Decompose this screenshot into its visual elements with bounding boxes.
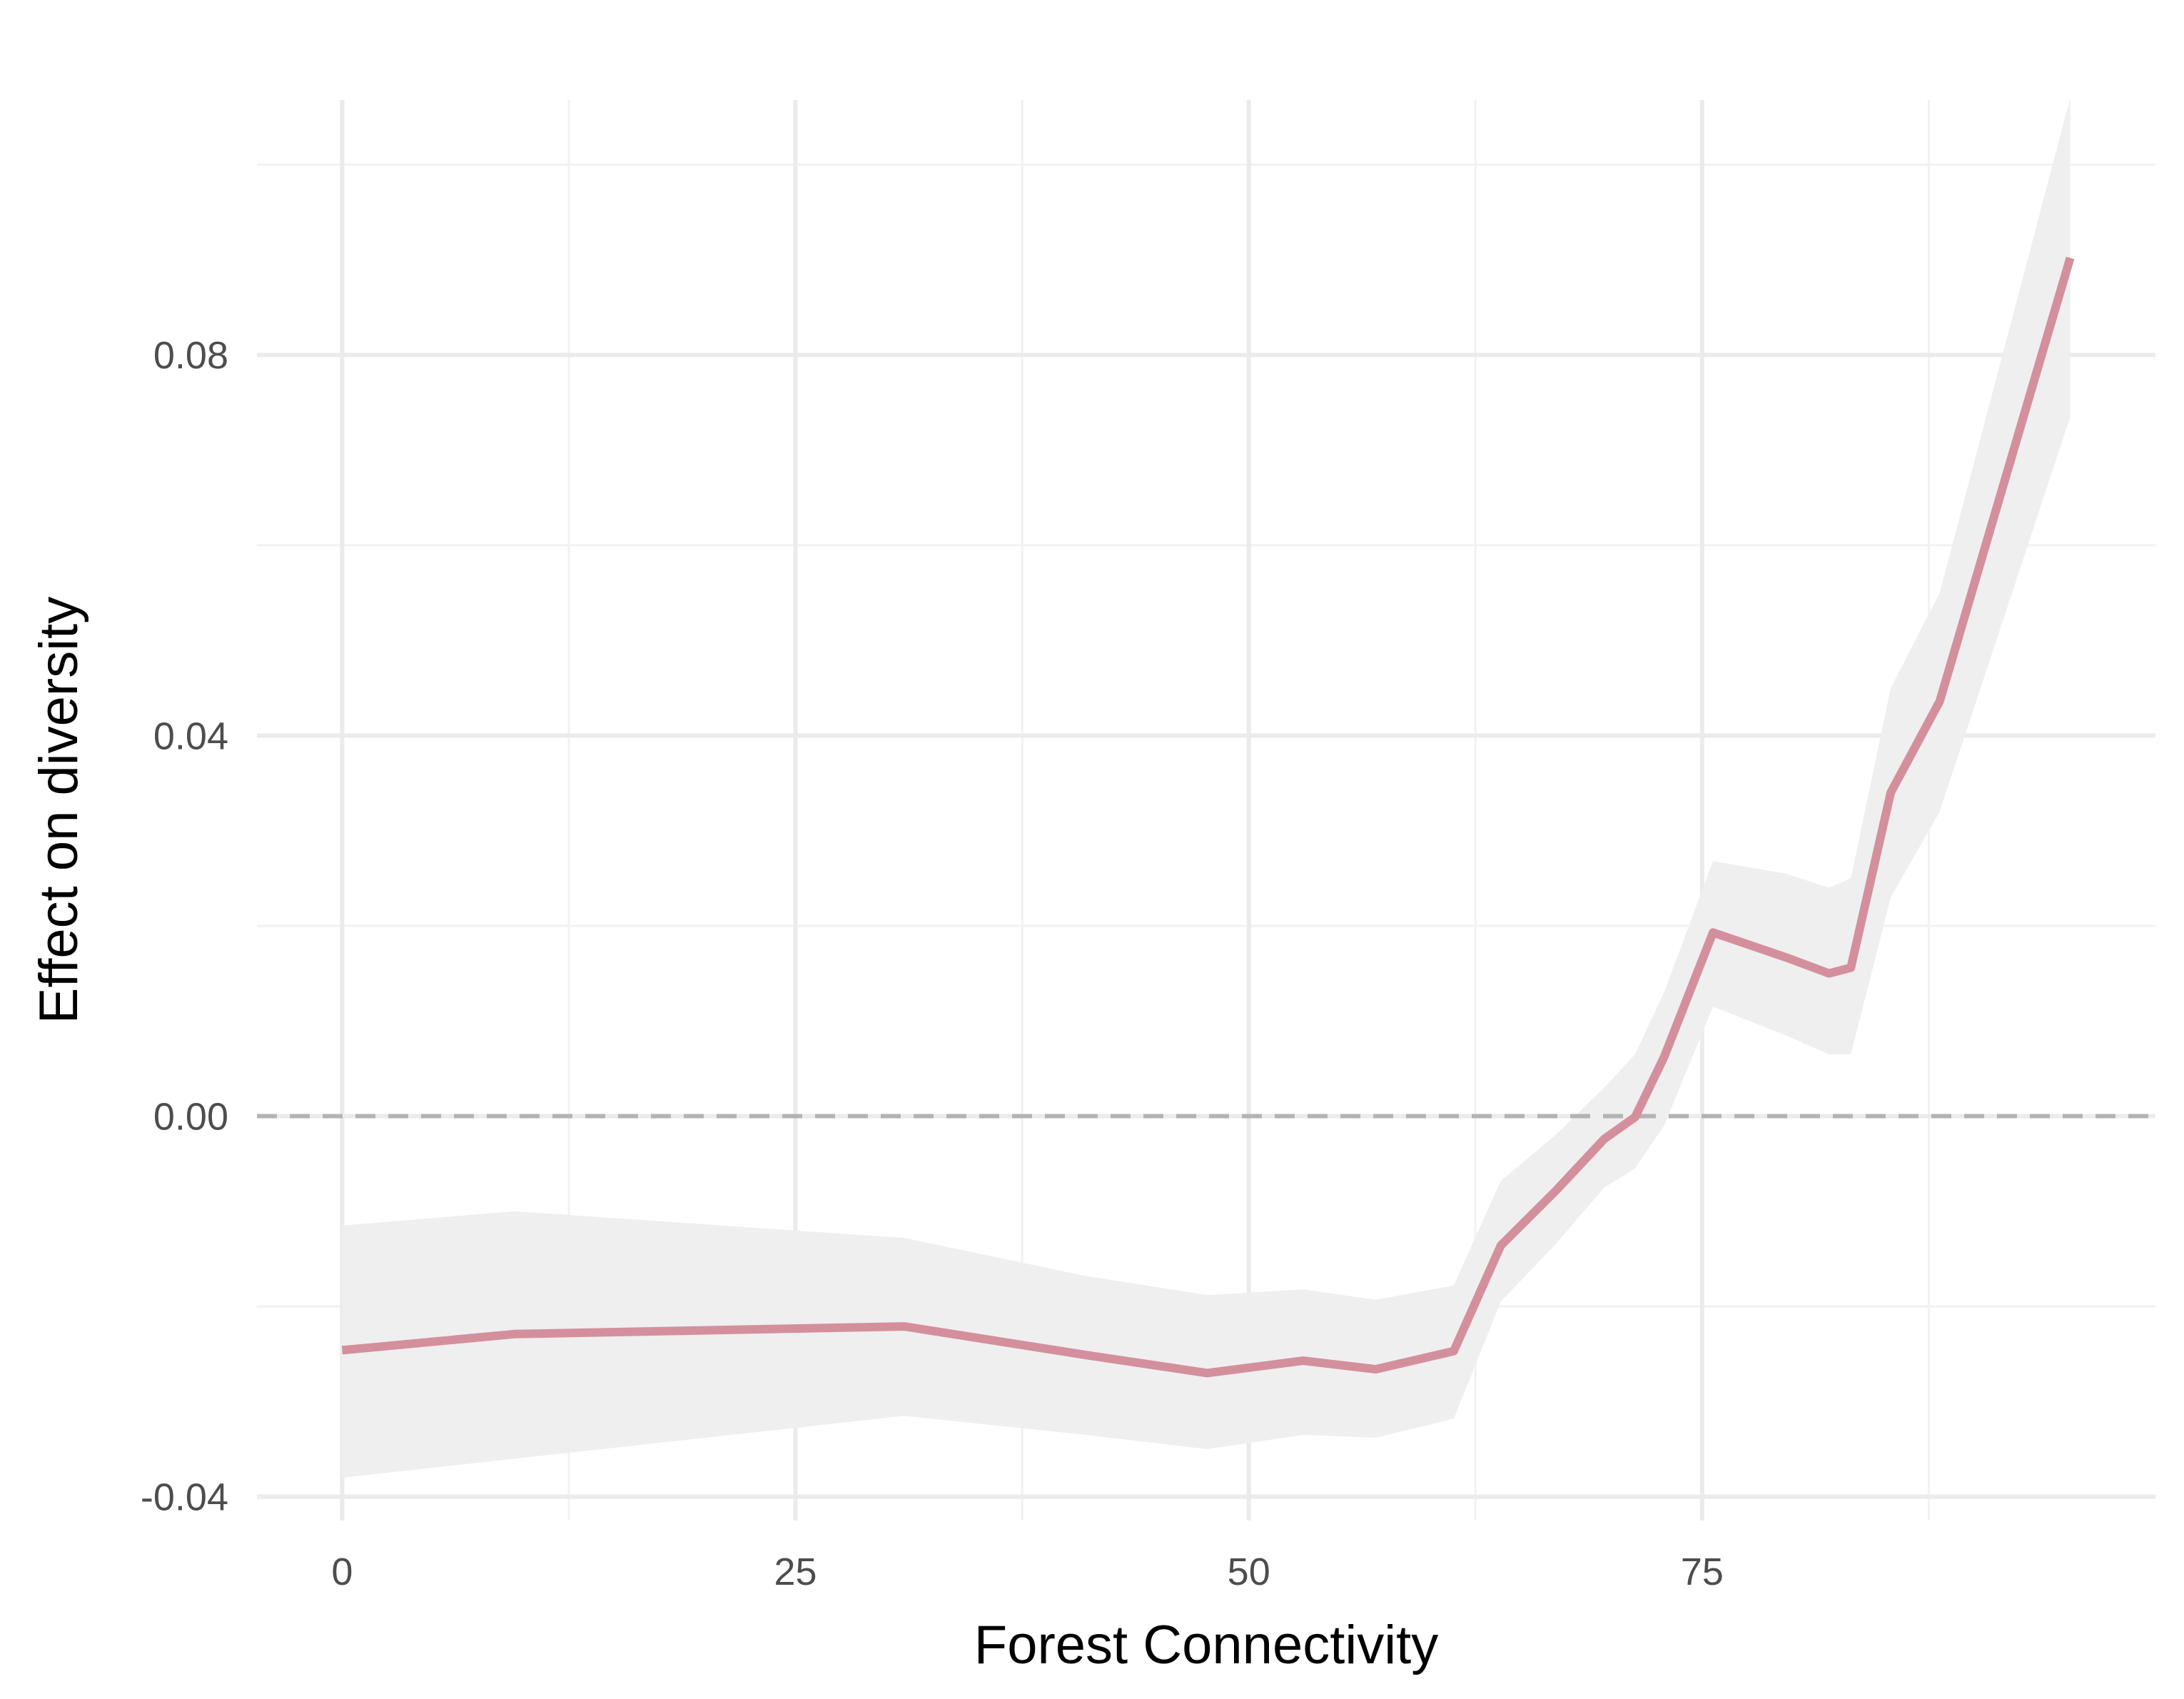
effect-line	[341, 256, 2075, 1378]
confidence-band	[342, 98, 2071, 1478]
y-tick-label: 0.08	[153, 334, 228, 377]
x-tick-label: 50	[1228, 1551, 1270, 1593]
y-tick-label: -0.04	[141, 1476, 228, 1519]
y-tick-label: 0.04	[153, 715, 228, 757]
x-tick-label: 25	[774, 1551, 817, 1593]
y-tick-label: 0.00	[153, 1096, 228, 1139]
x-tick-label: 75	[1681, 1551, 1724, 1593]
x-axis-tick-labels: 0 25 50 75	[331, 1551, 1724, 1593]
y-axis-title: Effect on diversity	[29, 597, 89, 1024]
x-axis-title: Forest Connectivity	[974, 1615, 1438, 1675]
y-axis-tick-labels: -0.04 0.00 0.04 0.08	[141, 334, 228, 1518]
x-tick-label: 0	[331, 1551, 353, 1593]
